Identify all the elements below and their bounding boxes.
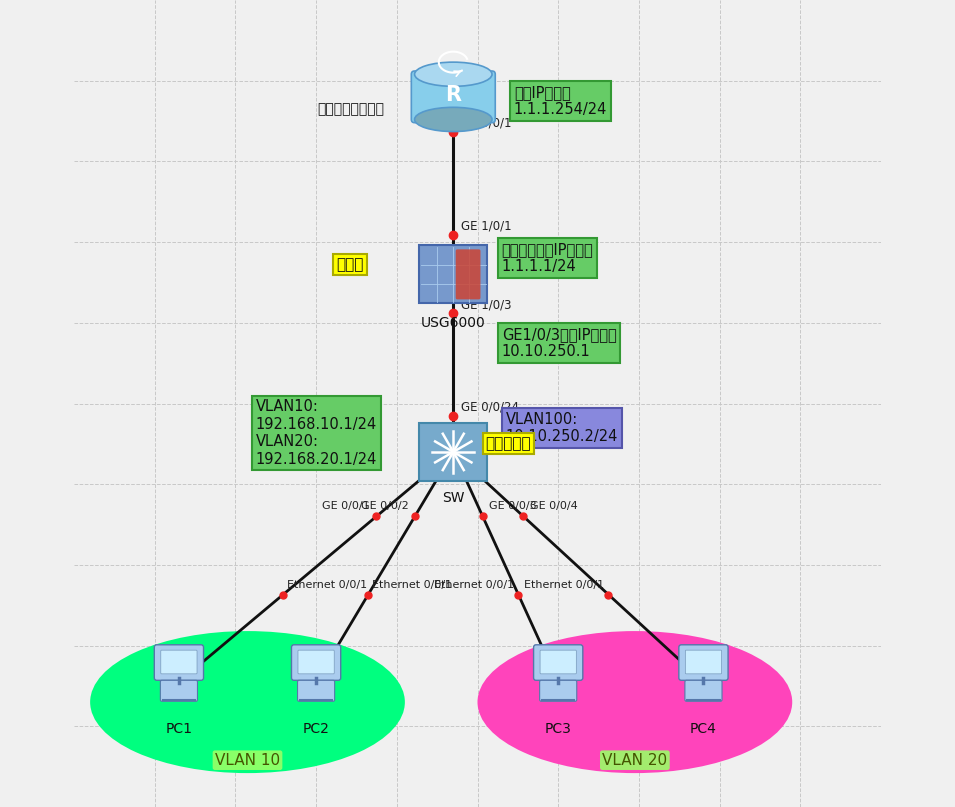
Text: VLAN 20: VLAN 20 xyxy=(603,753,668,767)
Text: 防火墙: 防火墙 xyxy=(336,257,364,272)
Text: GE 0/0/24: GE 0/0/24 xyxy=(461,401,520,414)
Text: GE 1/0/3: GE 1/0/3 xyxy=(461,298,512,311)
FancyBboxPatch shape xyxy=(685,680,722,701)
Text: GE 0/0/2: GE 0/0/2 xyxy=(361,501,409,512)
FancyBboxPatch shape xyxy=(541,650,576,674)
Text: 运营商分配的IP地址：
1.1.1.1/24: 运营商分配的IP地址： 1.1.1.1/24 xyxy=(501,242,593,274)
Text: GE1/0/3接口IP地址：
10.10.250.1: GE1/0/3接口IP地址： 10.10.250.1 xyxy=(501,327,617,359)
Text: GE 0/0/1: GE 0/0/1 xyxy=(461,117,512,130)
Ellipse shape xyxy=(478,631,793,773)
FancyBboxPatch shape xyxy=(291,645,341,680)
Ellipse shape xyxy=(414,62,492,86)
Text: USG6000: USG6000 xyxy=(421,316,486,330)
Text: VLAN 10: VLAN 10 xyxy=(215,753,280,767)
Text: SW: SW xyxy=(442,491,464,504)
FancyBboxPatch shape xyxy=(456,249,480,299)
Text: Ethernet 0/0/1: Ethernet 0/0/1 xyxy=(524,579,605,590)
Text: 三层交换机: 三层交换机 xyxy=(485,437,531,451)
Ellipse shape xyxy=(414,107,492,132)
FancyBboxPatch shape xyxy=(155,645,203,680)
Text: 公网IP地址：
1.1.1.254/24: 公网IP地址： 1.1.1.254/24 xyxy=(514,85,607,117)
FancyBboxPatch shape xyxy=(412,71,496,123)
FancyBboxPatch shape xyxy=(419,245,487,303)
FancyBboxPatch shape xyxy=(298,680,334,701)
Text: VLAN100:
10.10.250.2/24: VLAN100: 10.10.250.2/24 xyxy=(506,412,618,444)
Text: Ethernet 0/0/1: Ethernet 0/0/1 xyxy=(435,579,515,590)
Text: GE 0/0/4: GE 0/0/4 xyxy=(530,501,578,512)
Text: GE 0/0/1: GE 0/0/1 xyxy=(323,501,370,512)
Text: VLAN10:
192.168.10.1/24
VLAN20:
192.168.20.1/24: VLAN10: 192.168.10.1/24 VLAN20: 192.168.… xyxy=(256,399,377,466)
Text: PC2: PC2 xyxy=(303,722,329,736)
FancyBboxPatch shape xyxy=(298,650,334,674)
FancyBboxPatch shape xyxy=(160,680,198,701)
Text: PC4: PC4 xyxy=(690,722,717,736)
Text: PC1: PC1 xyxy=(165,722,192,736)
FancyBboxPatch shape xyxy=(686,650,722,674)
FancyBboxPatch shape xyxy=(679,645,728,680)
Text: Ethernet 0/0/1: Ethernet 0/0/1 xyxy=(372,579,453,590)
FancyBboxPatch shape xyxy=(160,650,197,674)
FancyBboxPatch shape xyxy=(540,680,577,701)
FancyBboxPatch shape xyxy=(419,423,487,481)
Ellipse shape xyxy=(90,631,405,773)
Text: PC3: PC3 xyxy=(544,722,572,736)
FancyBboxPatch shape xyxy=(534,645,583,680)
Text: GE 1/0/1: GE 1/0/1 xyxy=(461,220,512,233)
Text: Ethernet 0/0/1: Ethernet 0/0/1 xyxy=(287,579,368,590)
Text: 模拟外网用路由器: 模拟外网用路由器 xyxy=(318,102,385,116)
Text: R: R xyxy=(445,86,461,105)
Text: GE 0/0/3: GE 0/0/3 xyxy=(489,501,537,512)
